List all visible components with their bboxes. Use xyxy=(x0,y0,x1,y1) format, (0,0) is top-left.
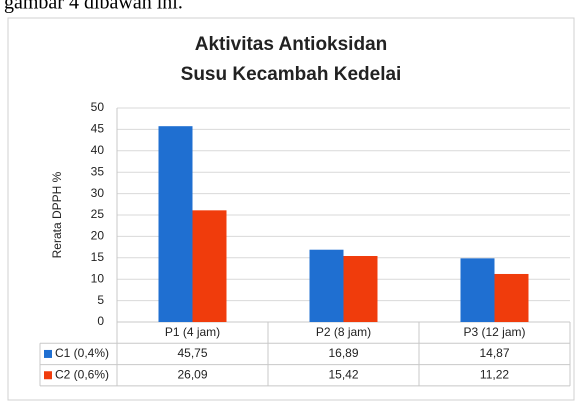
table-value: 11,22 xyxy=(480,367,509,381)
y-tick-label: 0 xyxy=(97,314,104,328)
bar xyxy=(460,258,495,322)
bar xyxy=(192,210,227,322)
bar xyxy=(494,273,529,322)
x-tick-label: P3 (12 jam) xyxy=(463,325,525,339)
y-tick-label: 5 xyxy=(97,293,104,307)
bar xyxy=(343,256,378,322)
y-tick-label: 10 xyxy=(91,271,105,285)
y-tick-label: 45 xyxy=(91,122,105,136)
y-tick-label: 15 xyxy=(91,250,105,264)
table-value: 14,87 xyxy=(479,346,509,360)
y-tick-label: 25 xyxy=(91,207,105,221)
chart-title: Aktivitas Antioksidan xyxy=(195,34,388,55)
bar xyxy=(158,126,193,322)
x-tick-label: P1 (4 jam) xyxy=(165,325,220,339)
legend-label: C2 (0,6%) xyxy=(55,367,109,381)
x-tick-label: P2 (8 jam) xyxy=(316,325,371,339)
y-tick-label: 50 xyxy=(91,100,105,114)
y-tick-label: 40 xyxy=(91,143,105,157)
table-value: 16,89 xyxy=(328,346,358,360)
y-axis-label: Rerata DPPH % xyxy=(50,171,64,258)
bar xyxy=(309,249,344,322)
table-value: 45,75 xyxy=(177,346,207,360)
y-tick-label: 20 xyxy=(91,229,105,243)
table-value: 15,42 xyxy=(328,367,358,381)
legend-swatch xyxy=(44,349,52,358)
legend-label: C1 (0,4%) xyxy=(55,346,109,360)
legend-swatch xyxy=(44,371,52,380)
y-tick-label: 30 xyxy=(91,186,105,200)
chart-frame xyxy=(7,17,575,401)
caption: gambar 4 dibawah ini. xyxy=(4,0,183,14)
table-value: 26,09 xyxy=(177,367,207,381)
y-tick-label: 35 xyxy=(91,164,105,178)
chart-title: Susu Kecambah Kedelai xyxy=(181,64,402,85)
